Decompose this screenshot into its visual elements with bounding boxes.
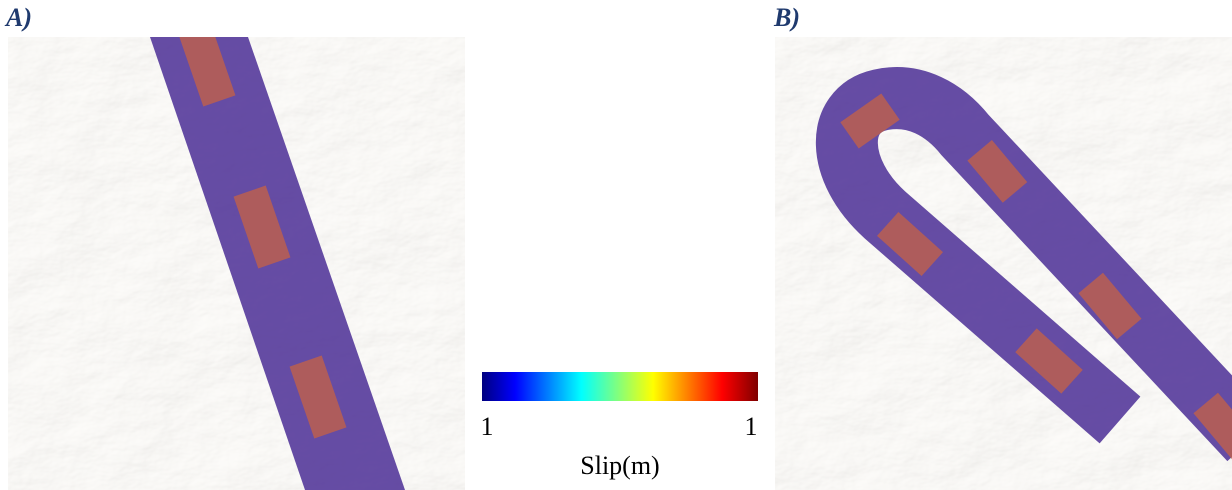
colorbar-max-label: 1 (745, 412, 758, 441)
panel-label: A) (4, 3, 32, 32)
colorbar (482, 372, 758, 401)
colorbar-min-label: 1 (481, 412, 494, 441)
figure: A) B) 1 1 Slip(m) (0, 0, 1232, 490)
colorbar-title: Slip(m) (580, 451, 659, 480)
panel-b-map (775, 37, 1232, 490)
panel-label: B) (773, 3, 800, 32)
panel-a-map (8, 24, 465, 490)
